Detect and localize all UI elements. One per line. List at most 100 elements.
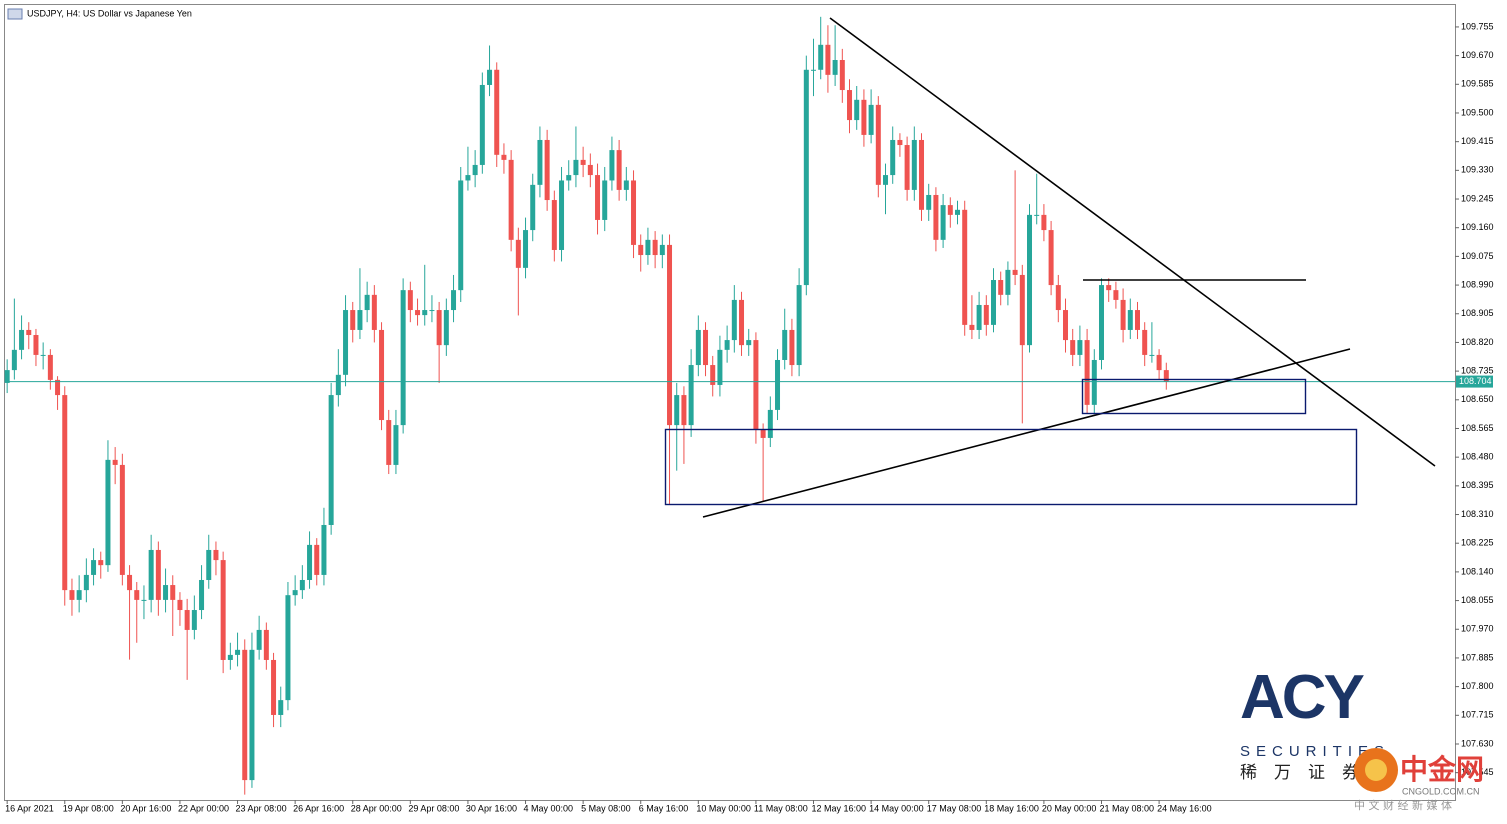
candle-body xyxy=(98,560,104,566)
candle-body xyxy=(379,329,385,421)
candle-body xyxy=(839,60,845,91)
x-tick-label: 14 May 00:00 xyxy=(869,803,924,813)
candle-body xyxy=(760,429,766,438)
candle-body xyxy=(508,159,514,240)
trend-line xyxy=(829,17,1436,467)
candle-body xyxy=(681,395,687,426)
candle-body xyxy=(206,549,212,580)
candle-body xyxy=(688,365,694,426)
candle-body xyxy=(739,299,745,346)
candle-body xyxy=(717,349,723,385)
x-tick-label: 30 Apr 16:00 xyxy=(466,803,517,813)
candle-body xyxy=(767,409,773,438)
x-tick-label: 29 Apr 08:00 xyxy=(408,803,459,813)
candle-body xyxy=(119,464,125,575)
candle-body xyxy=(825,44,831,75)
candle-body xyxy=(1034,214,1040,216)
candle-body xyxy=(573,159,579,176)
y-tick-label: 108.140 xyxy=(1461,566,1494,576)
candle-body xyxy=(235,649,241,655)
candle-body xyxy=(415,310,421,316)
candle-body xyxy=(335,374,341,396)
candle-body xyxy=(1142,329,1148,355)
candle-body xyxy=(299,579,305,591)
y-tick-label: 109.585 xyxy=(1461,79,1494,89)
x-tick-label: 28 Apr 00:00 xyxy=(351,803,402,813)
y-tick-label: 107.630 xyxy=(1461,738,1494,748)
candle-body xyxy=(695,329,701,366)
candle-body xyxy=(955,209,961,215)
y-tick-label: 107.885 xyxy=(1461,652,1494,662)
candle-body xyxy=(580,159,586,165)
y-tick-label: 109.500 xyxy=(1461,107,1494,117)
y-tick-label: 107.715 xyxy=(1461,710,1494,720)
logo: ACY SECURITIES 稀 万 证 券 xyxy=(1240,663,1384,783)
candle-body xyxy=(674,395,680,426)
y-tick-label: 109.330 xyxy=(1461,165,1494,175)
drawings xyxy=(664,17,1436,518)
candle-body xyxy=(1163,370,1169,382)
y-tick-label: 109.245 xyxy=(1461,193,1494,203)
candle-body xyxy=(818,44,824,70)
candle-body xyxy=(1113,290,1119,300)
y-tick-label: 107.545 xyxy=(1461,767,1494,777)
candle-body xyxy=(76,590,82,600)
candle-body xyxy=(321,524,327,575)
candle-body xyxy=(465,175,471,181)
candle-body xyxy=(191,610,197,630)
candle-body xyxy=(155,549,161,600)
candle-body xyxy=(263,629,269,660)
y-tick-label: 108.990 xyxy=(1461,279,1494,289)
candle-body xyxy=(451,290,457,311)
y-tick-label: 108.905 xyxy=(1461,308,1494,318)
candle-body xyxy=(731,299,737,341)
y-tick-label: 109.075 xyxy=(1461,251,1494,261)
candle-body xyxy=(400,290,406,426)
candle-body xyxy=(904,145,910,190)
candle-body xyxy=(19,329,25,350)
candle-body xyxy=(875,104,881,185)
watermark-name: 中金网 xyxy=(1400,753,1484,786)
last-price-label: 108.704 xyxy=(1459,376,1492,386)
candle-body xyxy=(83,574,89,591)
candle-body xyxy=(184,610,190,630)
candle-body xyxy=(436,310,442,346)
candle-body xyxy=(371,294,377,330)
candle-body xyxy=(1091,359,1097,405)
candle-body xyxy=(616,150,622,190)
candle-body xyxy=(328,395,334,525)
candle-body xyxy=(148,549,154,600)
candle-body xyxy=(811,69,817,71)
y-tick-label: 108.480 xyxy=(1461,452,1494,462)
x-tick-label: 10 May 00:00 xyxy=(696,803,751,813)
y-tick-label: 108.565 xyxy=(1461,423,1494,433)
candle-body xyxy=(501,154,507,160)
candle-body xyxy=(1027,214,1033,346)
chart-title: USDJPY, H4: US Dollar vs Japanese Yen xyxy=(27,8,192,18)
candle-body xyxy=(710,365,716,385)
candle-body xyxy=(659,244,665,256)
candle-body xyxy=(991,280,997,325)
candle-body xyxy=(724,340,730,350)
y-tick-label: 108.735 xyxy=(1461,365,1494,375)
candle-body xyxy=(962,209,968,325)
candle-body xyxy=(861,99,867,135)
candle-body xyxy=(1070,340,1076,355)
candle-body xyxy=(256,629,262,650)
candle-body xyxy=(530,184,536,231)
candle-body xyxy=(26,329,32,336)
candle-body xyxy=(1063,310,1069,341)
candle-body xyxy=(307,544,313,580)
y-tick-label: 108.395 xyxy=(1461,480,1494,490)
watermark-site: CNGOLD.COM.CN xyxy=(1402,786,1480,796)
x-tick-label: 23 Apr 08:00 xyxy=(236,803,287,813)
candle-body xyxy=(775,359,781,410)
candle-body xyxy=(40,354,46,356)
candle-body xyxy=(364,294,370,311)
candle-body xyxy=(998,280,1004,295)
candle-body xyxy=(429,310,435,312)
x-tick-label: 5 May 08:00 xyxy=(581,803,631,813)
candle-body xyxy=(479,84,485,165)
candle-body xyxy=(487,69,493,85)
